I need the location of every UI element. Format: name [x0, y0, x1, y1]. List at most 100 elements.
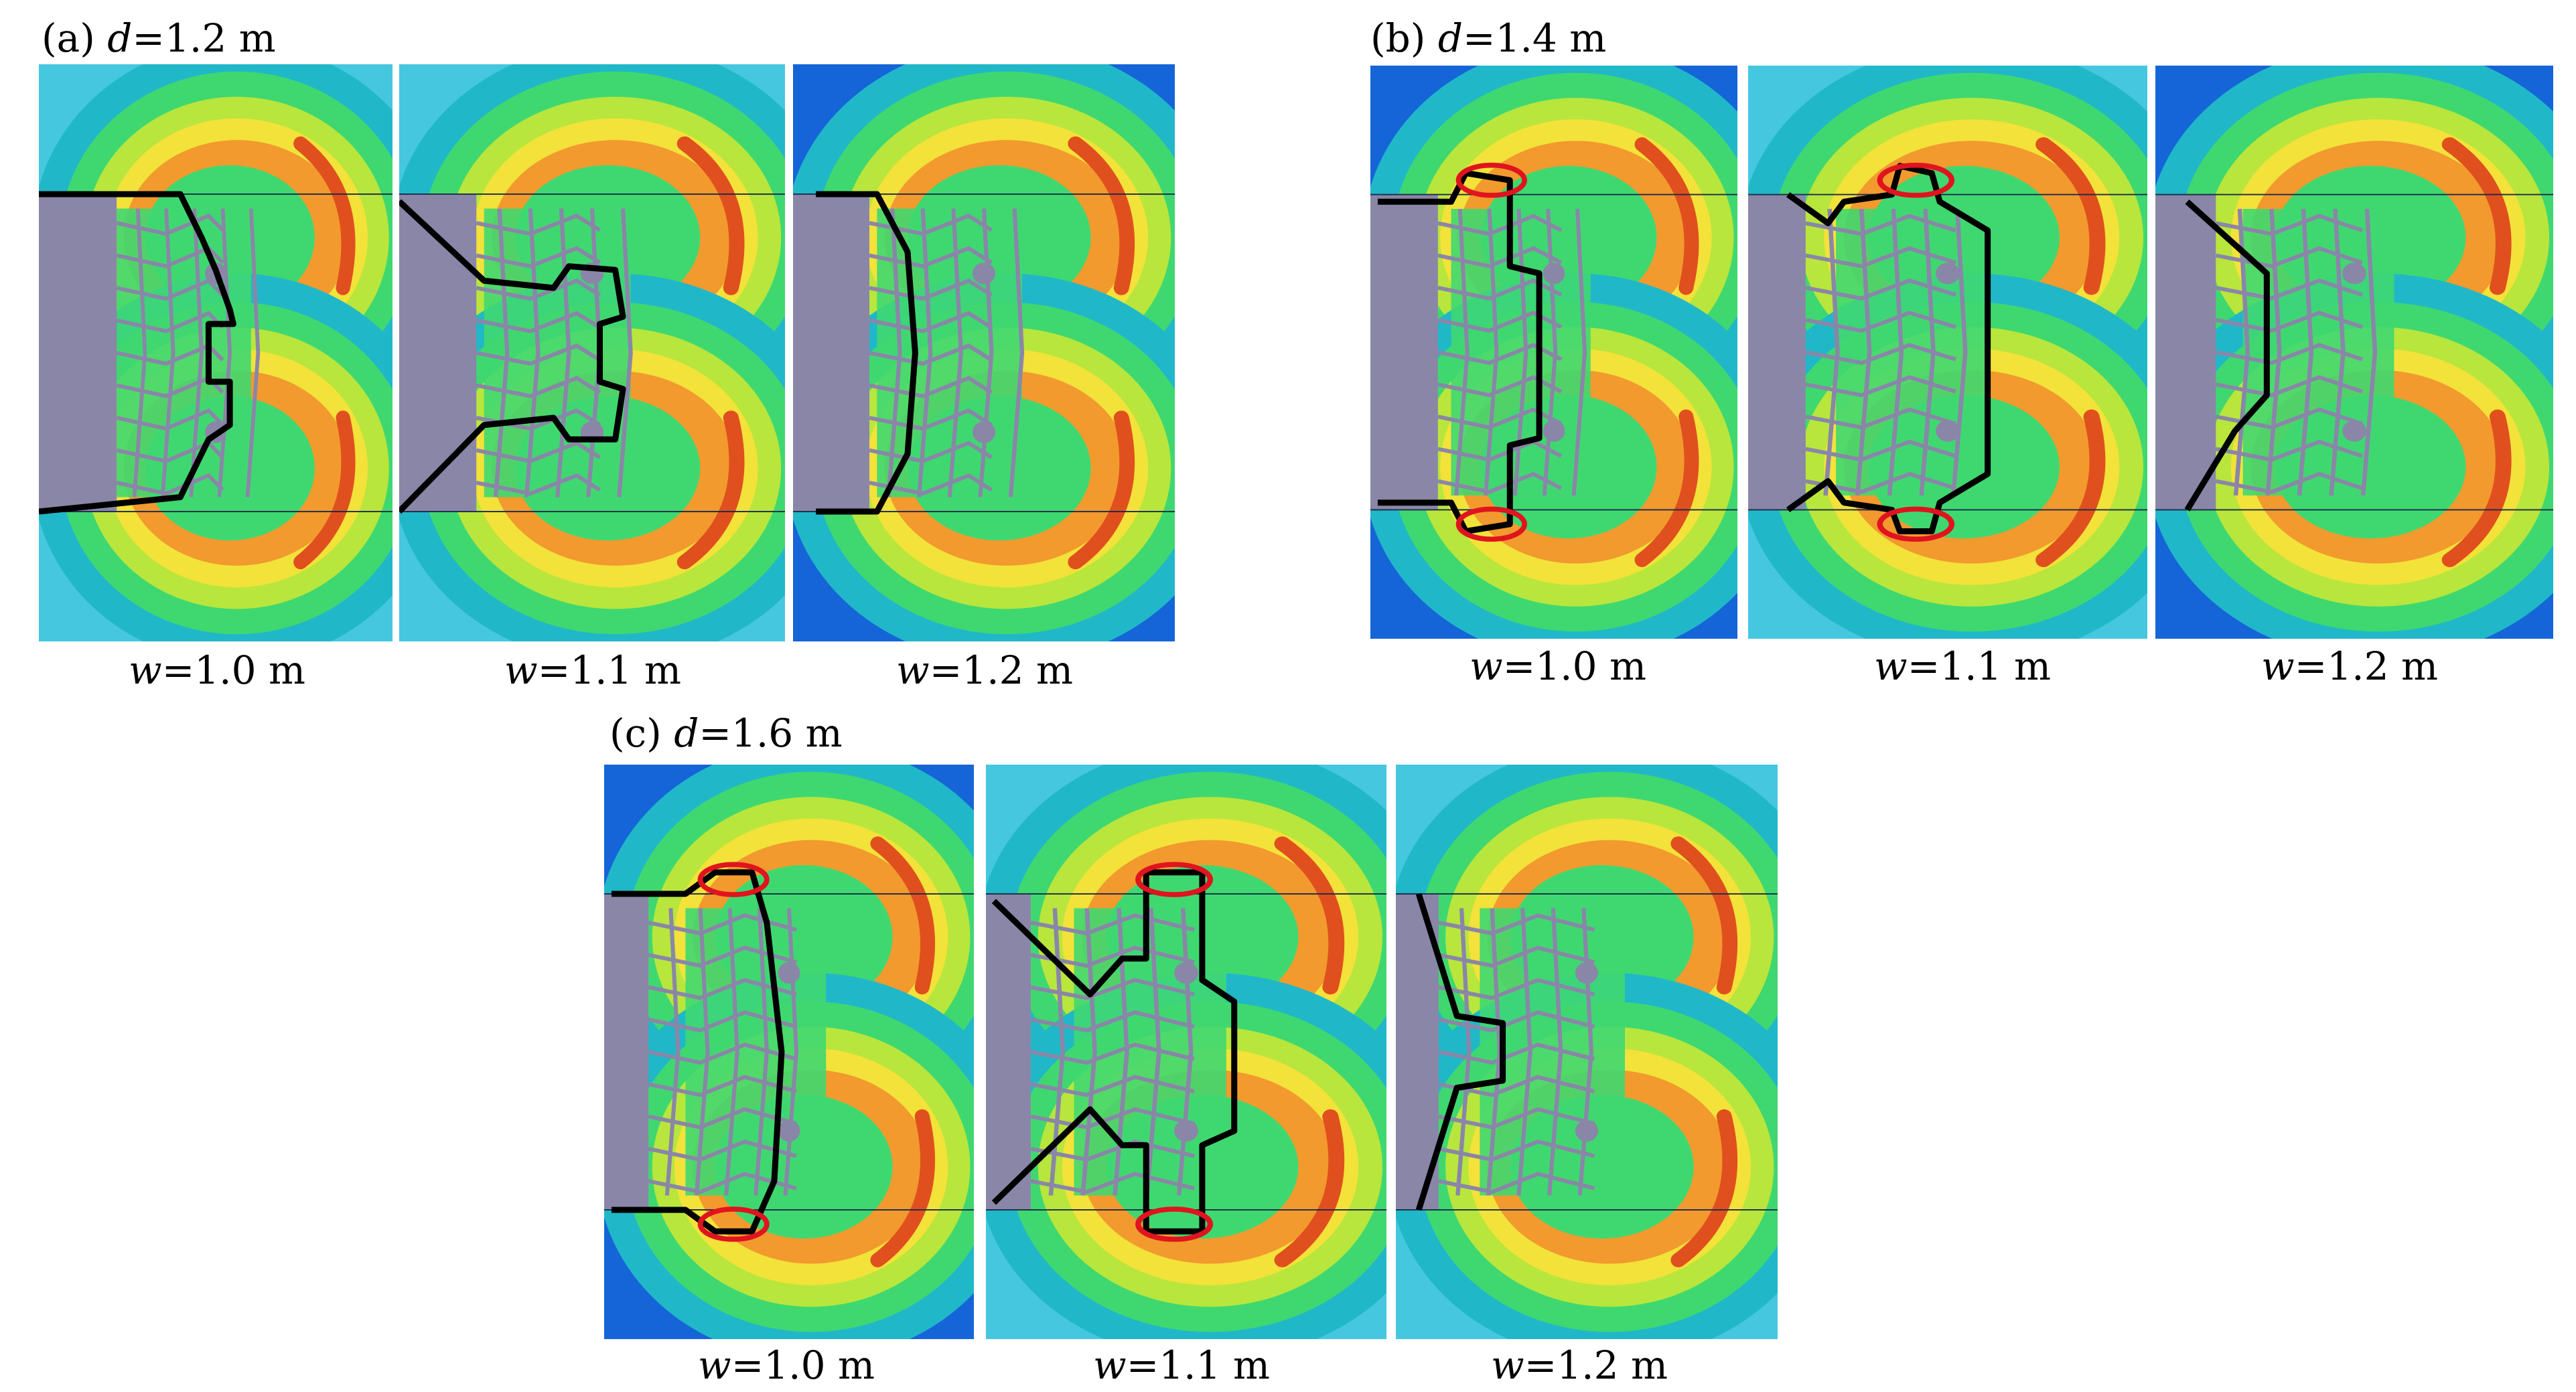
crack-line: [783, 908, 799, 1196]
failure-outline: [399, 202, 623, 512]
crack-line: [1437, 310, 1563, 333]
crack-line: [524, 208, 541, 497]
panel-a-1-contour: [39, 64, 392, 641]
panel-c-2-contour: [986, 765, 1386, 1339]
crack-line: [1919, 208, 1936, 496]
crack-line: [648, 1139, 797, 1162]
crack-line: [1030, 913, 1195, 936]
failure-outline: [816, 194, 915, 512]
peak-stress-arc: [2035, 137, 2106, 295]
panel-b-2: [1748, 66, 2147, 639]
crack-line: [1484, 208, 1499, 496]
peak-stress-arc: [676, 410, 745, 570]
panel-b-3-contour: [2155, 66, 2553, 639]
panel-b-1: [1370, 66, 1737, 639]
crack-line: [1030, 1139, 1195, 1162]
crack-line: [886, 208, 902, 497]
panel-c-3: [1396, 765, 1778, 1339]
crack-line: [2297, 208, 2314, 496]
panel-b-2-contour: [1748, 66, 2147, 639]
crack-line: [1438, 1010, 1595, 1032]
crack-node: [972, 262, 996, 285]
crack-line: [493, 208, 510, 497]
crack-line: [648, 1042, 797, 1065]
panel-c-1-contour: [604, 765, 974, 1339]
crack-line: [116, 441, 224, 463]
peak-stress-arc: [676, 136, 745, 295]
crack-line: [1030, 1010, 1195, 1032]
highlight-ellipse-bottom: [697, 1207, 770, 1242]
crack-line: [978, 208, 994, 497]
crack-node: [1543, 420, 1565, 442]
crack-line: [1951, 208, 1968, 496]
crack-line: [116, 311, 224, 333]
caption-b-2: w=1.1 m: [1874, 643, 2051, 689]
crack-line: [648, 1172, 797, 1194]
caption-c-3: w=1.2 m: [1491, 1342, 1668, 1388]
panel-b-3: [2155, 66, 2553, 639]
crack-line: [648, 1010, 797, 1032]
crack-network: [116, 208, 261, 497]
group-a-var: d: [107, 15, 133, 61]
crack-network: [869, 208, 1025, 497]
crack-line: [916, 208, 933, 497]
crack-line: [1571, 208, 1587, 496]
crack-line: [476, 343, 601, 366]
crack-line: [1486, 908, 1502, 1196]
crack-node: [1174, 961, 1198, 984]
crack-node: [1936, 420, 1960, 442]
crack-node: [2342, 262, 2366, 285]
panel-c-3-contour: [1396, 765, 1778, 1339]
crack-network: [1438, 908, 1595, 1196]
crack-line: [116, 343, 224, 366]
crack-line: [869, 441, 993, 463]
crack-node: [1575, 1119, 1599, 1142]
crack-line: [1008, 208, 1025, 497]
crack-node: [1936, 262, 1960, 285]
failure-outline: [1378, 173, 1539, 532]
crack-line: [1512, 208, 1528, 496]
peak-stress-arc: [870, 1109, 936, 1267]
crack-line: [1516, 908, 1532, 1196]
excavation-zone: [39, 194, 117, 512]
peak-stress-arc: [1274, 836, 1345, 995]
crack-line: [754, 908, 769, 1196]
crack-line: [694, 908, 710, 1196]
group-a-title: (a) d=1.2 m: [42, 19, 276, 58]
group-c-var: d: [674, 710, 699, 756]
crack-line: [1887, 208, 1904, 496]
failure-outline: [39, 194, 233, 512]
excavation-zone: [1370, 194, 1438, 510]
crack-line: [1145, 908, 1161, 1196]
crack-line: [1030, 1042, 1195, 1065]
crack-line: [1438, 1042, 1595, 1065]
crack-line: [1823, 208, 1840, 496]
caption-a-3: w=1.2 m: [896, 647, 1073, 693]
caption-a-1: w=1.0 m: [129, 647, 305, 693]
group-a-value: =1.2 m: [132, 15, 276, 61]
crack-line: [1542, 208, 1558, 496]
crack-line: [2265, 208, 2282, 496]
failure-outline: [2188, 202, 2267, 510]
crack-line: [116, 213, 224, 236]
peak-stress-arc: [293, 410, 356, 570]
crack-node: [2342, 420, 2366, 442]
crack-line: [132, 208, 147, 497]
group-c-title: (c) d=1.6 m: [610, 714, 843, 753]
crack-line: [189, 208, 204, 497]
crack-line: [476, 311, 601, 333]
crack-line: [1438, 913, 1595, 936]
panel-a-3: [793, 64, 1175, 641]
crack-line: [1454, 208, 1470, 496]
excavation-zone: [399, 194, 477, 512]
crack-line: [1547, 908, 1563, 1196]
panel-b-1-contour: [1370, 66, 1737, 639]
highlight-ellipse-bottom: [1455, 506, 1527, 542]
caption-b-1: w=1.0 m: [1470, 643, 1646, 689]
failure-outline: [1788, 166, 1988, 532]
excavation-zone: [1748, 194, 1806, 510]
highlight-ellipse-top: [1455, 162, 1527, 198]
panel-a-2: [399, 64, 785, 641]
crack-line: [664, 908, 681, 1196]
crack-line: [1805, 439, 1956, 462]
